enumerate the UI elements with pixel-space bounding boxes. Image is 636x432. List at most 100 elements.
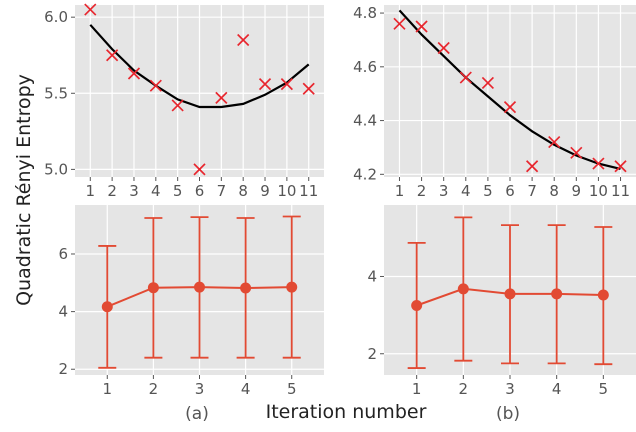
data-point-marker bbox=[84, 3, 97, 16]
x-tick-label: 4 bbox=[461, 182, 471, 200]
x-tick-label: 5 bbox=[483, 182, 493, 200]
data-point-marker bbox=[237, 33, 250, 47]
data-point-marker bbox=[481, 76, 494, 90]
data-point-marker bbox=[393, 17, 406, 30]
x-tick-label: 11 bbox=[611, 182, 630, 200]
x-tick-label: 10 bbox=[589, 182, 608, 200]
x-tick-label: 1 bbox=[412, 380, 422, 398]
data-point-marker bbox=[437, 41, 450, 55]
data-point-marker bbox=[215, 91, 228, 104]
y-tick-label: 2 bbox=[367, 345, 377, 363]
marker-stroke bbox=[393, 17, 406, 30]
data-point-marker bbox=[258, 78, 272, 91]
data-point-marker bbox=[106, 49, 119, 62]
marker-stroke bbox=[592, 157, 605, 170]
marker-stroke bbox=[237, 33, 250, 47]
y-tick-label: 6.0 bbox=[44, 8, 68, 26]
marker-stroke bbox=[302, 82, 315, 95]
data-point-marker bbox=[149, 79, 162, 92]
y-tick-label: 4 bbox=[367, 267, 377, 285]
data-point-marker bbox=[592, 157, 605, 170]
marker-stroke bbox=[459, 71, 472, 84]
panel-bottom-right: 2 4 1 2 3 4 5 bbox=[367, 205, 636, 398]
x-tick-label: 7 bbox=[527, 182, 537, 200]
marker-stroke bbox=[548, 135, 561, 149]
data-point bbox=[194, 281, 205, 293]
x-tick-label: 2 bbox=[149, 380, 159, 398]
x-tick-label: 10 bbox=[277, 182, 296, 200]
y-tick-label: 2 bbox=[58, 360, 68, 378]
x-tick-label: 5 bbox=[599, 380, 609, 398]
data-point bbox=[286, 281, 298, 293]
marker-stroke bbox=[503, 101, 517, 114]
panel-b-label: (b) bbox=[496, 404, 520, 424]
x-tick-label: 8 bbox=[549, 182, 559, 200]
x-tick-label: 2 bbox=[417, 182, 427, 200]
y-tick-label: 4.2 bbox=[353, 165, 377, 183]
x-tick-label: 1 bbox=[103, 380, 113, 398]
data-point bbox=[101, 301, 113, 313]
y-tick-label: 4.8 bbox=[353, 4, 377, 22]
x-tick-label: 1 bbox=[86, 182, 96, 200]
marker-stroke bbox=[149, 79, 162, 92]
panel-bottom-left: 2 4 6 1 2 3 4 5 bbox=[58, 205, 324, 398]
x-axis-label: Iteration number bbox=[266, 401, 427, 423]
data-point-marker bbox=[459, 71, 472, 84]
panel-top-right: 4.2 4.4 4.6 4.8 1 2 3 4 5 6 7 8 9 10 11 bbox=[353, 4, 636, 200]
y-axis-label: Quadratic Rényi Entropy bbox=[13, 74, 35, 306]
x-tick-label: 6 bbox=[505, 182, 515, 200]
marker-stroke bbox=[127, 67, 141, 80]
marker-stroke bbox=[215, 91, 228, 104]
x-tick-label: 3 bbox=[129, 182, 139, 200]
fit-curve bbox=[398, 9, 621, 170]
data-point-marker bbox=[302, 82, 315, 95]
marker-stroke bbox=[193, 163, 206, 176]
y-tick-label: 4.6 bbox=[353, 58, 377, 76]
x-tick-label: 3 bbox=[505, 380, 515, 398]
x-tick-label: 6 bbox=[195, 182, 205, 200]
x-tick-label: 2 bbox=[459, 380, 469, 398]
marker-stroke bbox=[171, 99, 184, 112]
x-tick-label: 5 bbox=[287, 380, 297, 398]
panel-a-label: (a) bbox=[185, 404, 209, 424]
data-point-marker bbox=[503, 101, 517, 114]
fit-curve bbox=[89, 24, 310, 109]
marker-stroke bbox=[570, 146, 583, 159]
data-point-marker bbox=[415, 20, 428, 33]
marker-stroke bbox=[280, 78, 293, 91]
x-tick-label: 11 bbox=[299, 182, 318, 200]
marker-stroke bbox=[481, 76, 494, 90]
x-tick-label: 3 bbox=[439, 182, 449, 200]
data-point-marker bbox=[280, 78, 293, 91]
data-point-marker bbox=[570, 146, 583, 159]
x-tick-label: 5 bbox=[173, 182, 183, 200]
data-point bbox=[597, 289, 609, 301]
panel-top-left: 5.0 5.5 6.0 1 2 3 4 5 6 7 8 9 10 11 bbox=[44, 3, 324, 200]
x-tick-label: 8 bbox=[238, 182, 248, 200]
x-tick-label: 9 bbox=[572, 182, 582, 200]
x-tick-label: 4 bbox=[552, 380, 562, 398]
y-tick-label: 4.4 bbox=[353, 112, 377, 130]
x-tick-label: 3 bbox=[195, 380, 205, 398]
marker-stroke bbox=[415, 20, 428, 33]
y-tick-label: 5.5 bbox=[44, 84, 68, 102]
data-point-marker bbox=[171, 99, 184, 112]
x-tick-label: 4 bbox=[241, 380, 251, 398]
data-point bbox=[240, 282, 252, 294]
data-point-marker bbox=[193, 163, 206, 176]
marker-stroke bbox=[437, 41, 450, 55]
data-point bbox=[551, 288, 563, 300]
y-tick-label: 6 bbox=[58, 245, 68, 263]
marker-stroke bbox=[258, 78, 272, 91]
marker-stroke bbox=[614, 160, 627, 173]
y-tick-label: 5.0 bbox=[44, 160, 68, 178]
data-point bbox=[504, 288, 516, 300]
data-point bbox=[147, 282, 159, 294]
x-tick-label: 1 bbox=[395, 182, 405, 200]
data-point-marker bbox=[526, 160, 539, 173]
data-point-marker bbox=[614, 160, 627, 173]
data-point bbox=[411, 299, 423, 311]
x-tick-label: 9 bbox=[260, 182, 270, 200]
